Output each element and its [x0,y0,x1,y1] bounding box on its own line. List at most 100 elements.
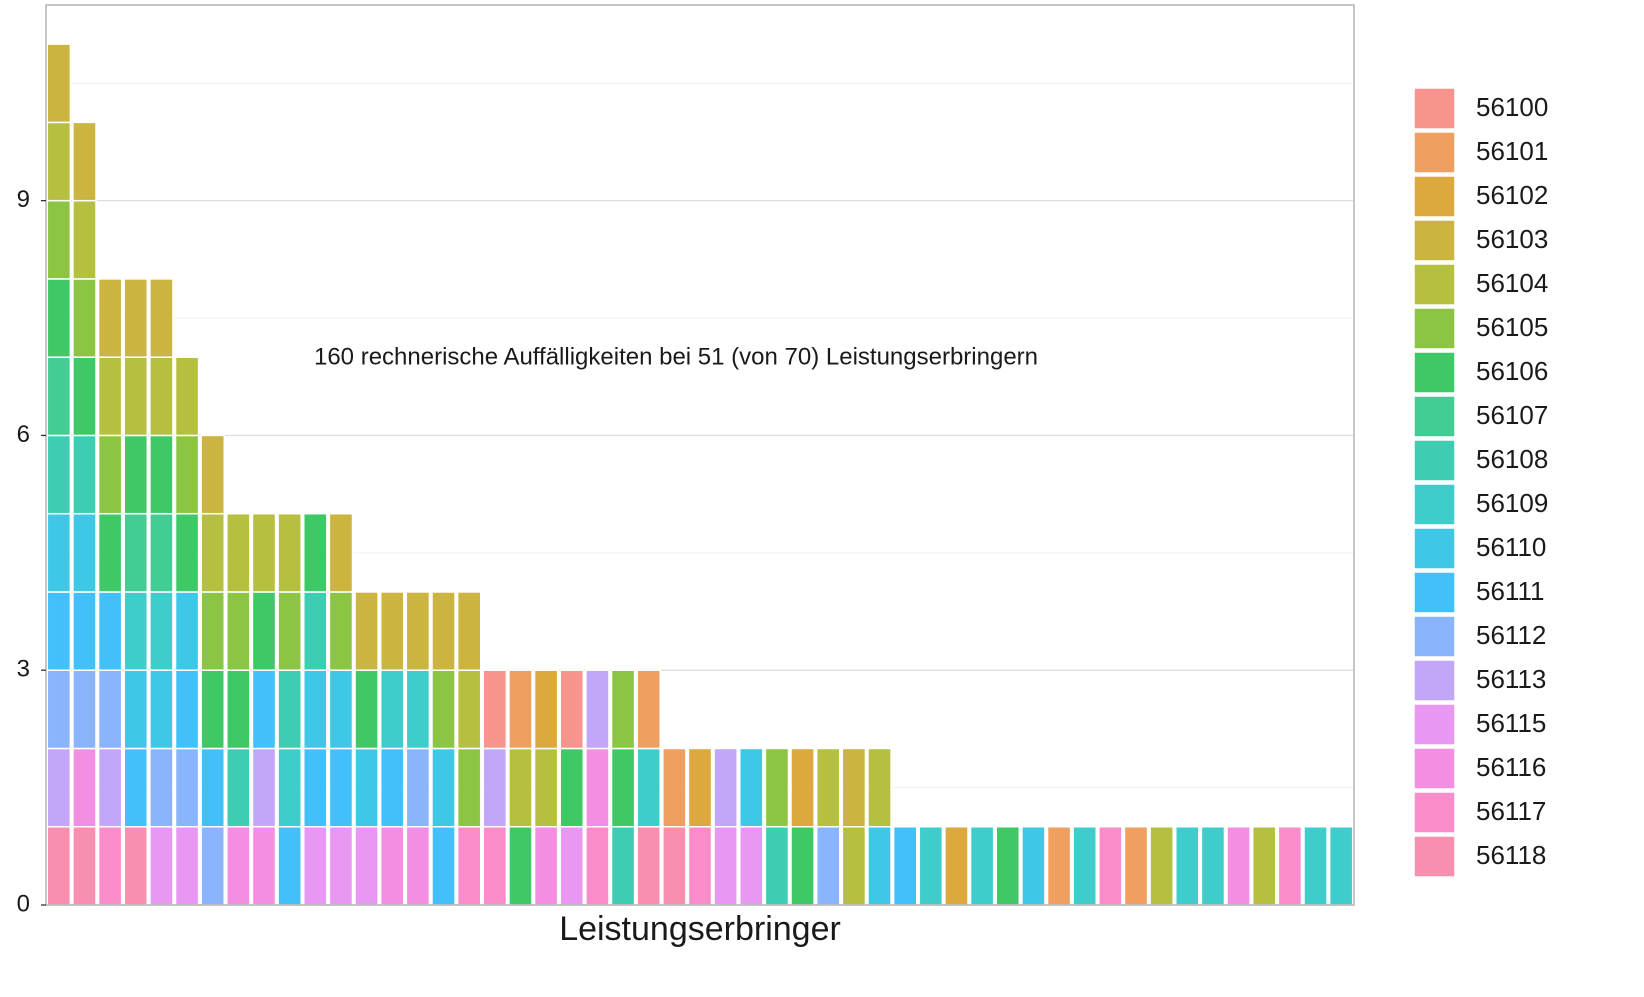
bar-segment [892,825,918,906]
bar-segment [918,825,944,906]
bar-segment [431,669,456,750]
bar-segment [1226,825,1251,906]
bar-segment [1098,825,1123,906]
bar-segment [251,747,277,828]
bar-segment [123,512,149,593]
bar-segment [1046,825,1072,906]
legend-label: 56102 [1476,180,1548,210]
bar-segment [226,512,251,593]
legend-label: 56113 [1476,664,1546,694]
bar-segment [431,591,456,671]
bar-segment [123,434,149,515]
bar-segment [379,669,405,750]
legend-key [1413,835,1456,878]
bar-segment [1200,825,1226,906]
bar-segment [585,825,610,906]
y-tick-label: 0 [17,890,30,917]
legend-label: 56105 [1476,312,1548,342]
bar-segment [533,669,559,750]
bar-segment [431,747,456,828]
bar-segment [456,669,482,750]
bar-segment [174,434,200,515]
bar-segment [303,512,328,593]
bar-segment [123,825,149,906]
bar-segment [687,747,713,828]
bar-segment [200,825,225,906]
legend-key [1413,571,1456,614]
bar-segment [790,825,815,906]
bar-segment [251,825,277,906]
bar-segment [46,356,72,437]
bar-segment [559,747,585,828]
legend-label: 56106 [1476,356,1548,386]
bar-segment [303,825,328,906]
bar-segment [1328,825,1354,906]
legend-key [1413,703,1456,746]
bar-segment [764,825,790,906]
bar-segment [174,747,200,828]
bar-segment [72,278,97,358]
bar-segment [405,825,431,906]
bar-segment [149,356,174,437]
bar-segment [149,591,174,671]
bar-segment [1021,825,1046,906]
bar-segment [303,591,328,671]
bar-segment [72,747,97,828]
legend-label: 56103 [1476,224,1548,254]
bar-segment [200,747,225,828]
bar-segment [200,434,225,515]
bar-segment [687,825,713,906]
bar-segment [379,825,405,906]
legend-key [1413,747,1456,790]
bar-segment [72,591,97,671]
bar-segment [764,747,790,828]
bar-segment [46,825,72,906]
bar-segment [123,278,149,358]
bar-segment [713,825,738,906]
bar-segment [97,512,123,593]
bar-segment [585,669,610,750]
bar-segment [533,825,559,906]
bar-segment [174,591,200,671]
bar-segment [226,591,251,671]
bar-segment [354,825,379,906]
bar-segment [841,747,867,828]
bar-segment [456,591,482,671]
bar-segment [97,278,123,358]
bar-segment [303,669,328,750]
legend-label: 56108 [1476,444,1548,474]
bar-segment [328,591,354,671]
bar-segment [995,825,1021,906]
bar-segment [328,512,354,593]
bar-segment [379,747,405,828]
bar-segment [277,747,302,828]
bar-segment [328,669,354,750]
bar-segment [149,669,174,750]
bar-segment [226,747,251,828]
bar-segment [969,825,995,906]
legend: 56100 56101 56102 56103 56104 56105 56106 56107… [1413,87,1548,878]
bar-segment [72,434,97,515]
legend-label: 56112 [1476,620,1546,650]
bar-segment [585,747,610,828]
bar-segment [431,825,456,906]
legend-label: 56110 [1476,532,1546,562]
y-tick-label: 3 [17,656,30,683]
bar-segment [123,669,149,750]
legend-key [1413,615,1456,658]
bar-segment [790,747,815,828]
bar-segment [72,669,97,750]
bar-segment [405,591,431,671]
bar-segment [303,747,328,828]
bar-segment [123,747,149,828]
x-axis-label: Leistungserbringer [559,910,841,948]
legend-label: 56101 [1476,136,1548,166]
bar-segment [277,825,302,906]
bar-segment [277,591,302,671]
bar-segment [662,747,687,828]
legend-label: 56115 [1476,708,1546,738]
bar-segment [46,512,72,593]
legend-key [1413,87,1456,130]
bar-segment [405,669,431,750]
bar-segment [482,825,508,906]
